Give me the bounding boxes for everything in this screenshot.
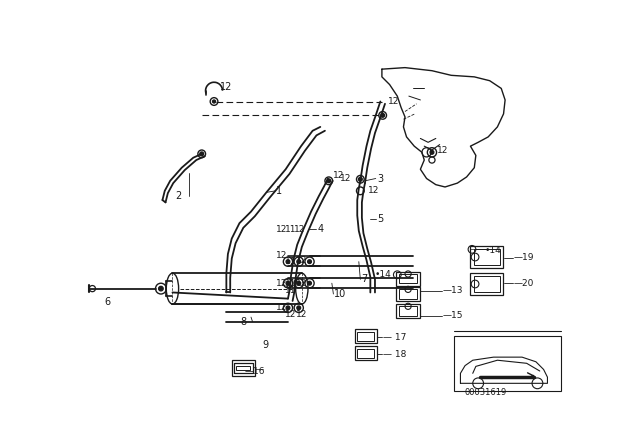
Text: •14: •14	[485, 246, 502, 255]
Circle shape	[430, 151, 434, 154]
Circle shape	[358, 177, 362, 181]
Text: —19: —19	[513, 253, 534, 263]
Bar	[357, 349, 374, 358]
Text: 2: 2	[175, 191, 182, 201]
Circle shape	[327, 179, 331, 183]
Bar	[474, 276, 500, 292]
Circle shape	[297, 281, 301, 285]
Text: 1: 1	[276, 186, 282, 196]
Text: 12: 12	[276, 279, 287, 288]
Text: 9: 9	[262, 340, 269, 350]
Text: 11: 11	[285, 225, 296, 234]
Text: —20: —20	[513, 279, 534, 288]
Text: 5: 5	[378, 214, 383, 224]
Bar	[470, 246, 503, 268]
Text: 12: 12	[340, 174, 351, 183]
Bar	[396, 287, 420, 301]
Bar	[399, 274, 417, 283]
Text: — 17: — 17	[383, 332, 406, 342]
Text: 7: 7	[361, 274, 367, 284]
Text: 12: 12	[220, 82, 232, 92]
Bar	[355, 329, 376, 343]
Text: 4: 4	[318, 224, 324, 234]
Bar	[399, 306, 417, 315]
Text: 12: 12	[276, 303, 287, 312]
Text: 12: 12	[388, 97, 399, 106]
Text: —15: —15	[443, 311, 463, 320]
Circle shape	[308, 260, 312, 263]
Bar	[399, 289, 417, 299]
Bar	[355, 346, 376, 360]
Text: 11: 11	[285, 279, 296, 288]
Bar	[454, 336, 561, 391]
Text: 12: 12	[333, 171, 344, 180]
Text: —16: —16	[245, 366, 266, 375]
Text: 12: 12	[276, 225, 287, 234]
Bar	[470, 273, 503, 295]
Circle shape	[297, 306, 301, 310]
Circle shape	[286, 260, 290, 263]
Circle shape	[381, 113, 385, 117]
Text: 11: 11	[285, 286, 296, 295]
Bar	[236, 366, 250, 370]
Text: 00031619: 00031619	[464, 388, 506, 397]
Circle shape	[200, 152, 204, 156]
Text: 10: 10	[334, 289, 346, 299]
Text: 11: 11	[285, 257, 296, 266]
Text: 6: 6	[105, 297, 111, 307]
Bar	[234, 362, 253, 373]
Circle shape	[212, 100, 216, 103]
Text: 8: 8	[240, 317, 246, 327]
Text: 12: 12	[437, 146, 449, 155]
Text: 12: 12	[276, 251, 287, 260]
Text: •14: •14	[374, 270, 391, 279]
Bar	[234, 363, 253, 373]
Bar	[232, 360, 255, 375]
Bar	[474, 250, 500, 265]
Text: 3: 3	[378, 173, 383, 184]
Text: — 18: — 18	[383, 349, 406, 358]
Circle shape	[308, 281, 312, 285]
Circle shape	[286, 306, 290, 310]
Bar	[357, 332, 374, 341]
Circle shape	[159, 286, 163, 291]
Text: 12: 12	[285, 310, 296, 319]
Circle shape	[297, 260, 301, 263]
Text: 12: 12	[296, 310, 307, 319]
Text: —13: —13	[443, 286, 463, 295]
Circle shape	[286, 281, 290, 285]
Text: 12: 12	[296, 279, 307, 288]
Text: 12: 12	[294, 225, 305, 234]
Bar	[396, 271, 420, 285]
Text: 12: 12	[296, 256, 307, 265]
Bar	[396, 304, 420, 318]
Text: 12: 12	[368, 186, 380, 195]
